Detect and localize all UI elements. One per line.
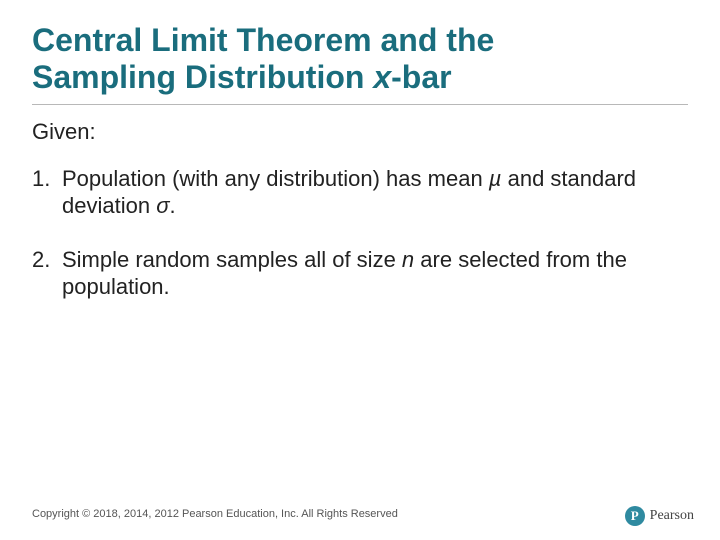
pearson-logo: P Pearson: [625, 506, 694, 526]
list-item: 1.Population (with any distribution) has…: [32, 165, 688, 220]
sigma-symbol: σ: [156, 193, 169, 218]
item-text-c: .: [169, 193, 175, 218]
mu-symbol: µ: [489, 166, 502, 191]
pearson-logo-text: Pearson: [650, 508, 694, 524]
title-line-2a: Sampling Distribution: [32, 59, 373, 95]
title-line-1: Central Limit Theorem and the: [32, 22, 494, 58]
given-list: 1.Population (with any distribution) has…: [32, 165, 688, 301]
title-underline: [32, 104, 688, 105]
n-symbol: n: [402, 247, 414, 272]
pearson-logo-icon: P: [625, 506, 645, 526]
item-number: 2.: [32, 246, 62, 274]
slide: Central Limit Theorem and the Sampling D…: [0, 0, 720, 540]
title-x-italic: x: [373, 59, 391, 95]
list-item: 2.Simple random samples all of size n ar…: [32, 246, 688, 301]
item-text-a: Simple random samples all of size: [62, 247, 402, 272]
title-line-2b: -bar: [391, 59, 451, 95]
copyright-text: Copyright © 2018, 2014, 2012 Pearson Edu…: [32, 508, 398, 520]
item-number: 1.: [32, 165, 62, 193]
slide-title: Central Limit Theorem and the Sampling D…: [32, 22, 688, 96]
item-text-a: Population (with any distribution) has m…: [62, 166, 489, 191]
given-label: Given:: [32, 119, 688, 145]
